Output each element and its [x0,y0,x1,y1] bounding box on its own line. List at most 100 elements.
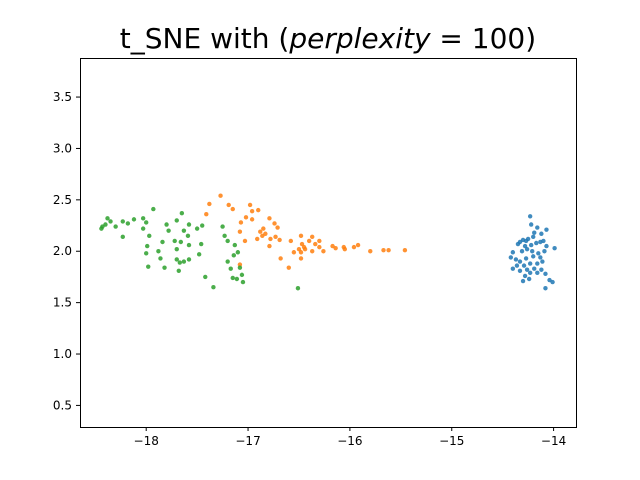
data-point-s0-12 [528,242,534,248]
data-point-s0-31 [535,261,540,266]
data-point-s0-21 [524,246,530,252]
y-axis: 0.5 1.0 1.5 2.0 2.5 3.0 3.5 [53,90,80,412]
data-point-s0-3 [544,227,549,232]
data-point-s2-41 [225,238,230,244]
data-point-s2-46 [237,265,243,270]
chart-title: t_SNE with (perplexity = 100) [120,22,536,55]
data-point-s2-7 [125,221,131,226]
data-point-s2-40 [222,233,227,239]
data-point-s0-26 [517,259,523,264]
data-point-s1-51 [286,265,291,270]
data-point-s0-24 [508,255,514,260]
data-point-s1-28 [306,238,312,244]
data-point-s2-29 [174,246,179,252]
data-point-s2-42 [232,242,238,248]
data-point-s2-55 [203,274,208,280]
data-point-s0-5 [531,234,536,240]
data-point-s0-34 [514,263,520,268]
data-point-s2-11 [140,226,146,231]
data-point-s0-47 [550,279,555,285]
data-point-s1-52 [298,256,304,261]
data-point-s0-35 [510,266,516,271]
data-point-s0-44 [526,276,532,282]
data-point-s1-14 [261,226,266,231]
y-tick-label: 3.5 [53,90,72,104]
data-point-s2-23 [145,243,150,249]
data-point-s2-0 [105,216,110,221]
data-point-s1-47 [386,248,391,253]
data-point-s1-50 [278,256,283,261]
data-point-s1-38 [321,249,326,254]
data-point-s1-23 [242,238,248,244]
data-point-s0-17 [552,245,557,251]
data-point-s2-49 [240,279,246,285]
data-point-s1-17 [260,233,265,239]
data-point-s0-25 [513,257,519,262]
chart-title-number: 100 [472,22,525,55]
data-point-s0-19 [536,251,541,256]
data-point-s0-13 [534,240,539,246]
data-point-s0-4 [539,231,544,236]
data-point-s1-13 [275,225,280,230]
data-point-s1-42 [342,246,347,252]
data-point-s1-26 [298,233,304,239]
data-point-s2-13 [164,222,169,227]
data-point-s0-49 [532,230,537,235]
data-point-s2-6 [120,219,125,224]
y-tick-label: 2.5 [53,193,72,207]
data-point-s0-0 [527,214,533,219]
y-tick-label: 3.0 [53,141,72,155]
data-point-s1-4 [204,212,209,217]
chart-title-prefix: t_SNE with ( [120,22,290,55]
data-point-s1-37 [296,246,302,252]
data-point-s1-5 [247,202,253,208]
data-point-s0-30 [540,259,545,264]
data-point-s2-33 [199,241,204,247]
data-point-s2-52 [146,264,151,269]
data-point-s1-34 [302,246,308,252]
data-point-s1-2 [230,206,235,212]
data-point-s2-1 [108,219,113,224]
data-point-s2-54 [176,268,181,273]
data-point-s1-11 [267,216,272,221]
data-point-s2-15 [174,218,179,223]
data-point-s1-7 [256,207,261,213]
data-point-s1-33 [317,244,322,250]
data-point-s2-34 [174,257,179,262]
data-point-s1-32 [313,241,318,247]
data-point-s1-29 [299,241,305,247]
data-point-s0-1 [528,222,534,227]
data-point-s0-10 [515,241,521,247]
data-point-s1-31 [317,238,322,244]
data-point-s1-48 [402,248,408,253]
data-point-s1-44 [355,242,361,248]
data-point-s1-20 [273,234,278,240]
data-point-s2-20 [200,223,205,228]
x-tick-label: −17 [235,434,260,448]
data-point-s2-39 [220,224,225,229]
data-point-s2-47 [228,266,233,271]
data-point-s2-57 [239,272,245,278]
data-point-s1-43 [351,244,357,250]
data-point-s2-18 [181,228,187,233]
data-point-s2-53 [162,265,167,270]
x-axis: −18 −17 −16 −15 −14 [134,427,566,448]
data-point-s0-15 [541,238,546,244]
data-point-s0-41 [527,270,533,276]
data-point-s2-35 [177,260,183,265]
data-point-s0-45 [543,271,548,277]
data-point-s1-27 [310,234,315,240]
data-point-s0-28 [531,254,536,259]
data-point-s0-33 [521,263,527,268]
data-point-s2-17 [186,222,192,227]
data-point-s1-21 [277,237,282,243]
data-point-s2-56 [230,275,235,281]
data-point-s2-22 [147,233,152,239]
data-point-s2-48 [234,276,240,282]
data-point-s1-35 [310,249,315,254]
data-point-s0-20 [530,249,535,254]
data-point-s2-5 [113,224,118,229]
data-point-s0-39 [539,267,544,272]
data-point-s2-43 [235,250,241,255]
